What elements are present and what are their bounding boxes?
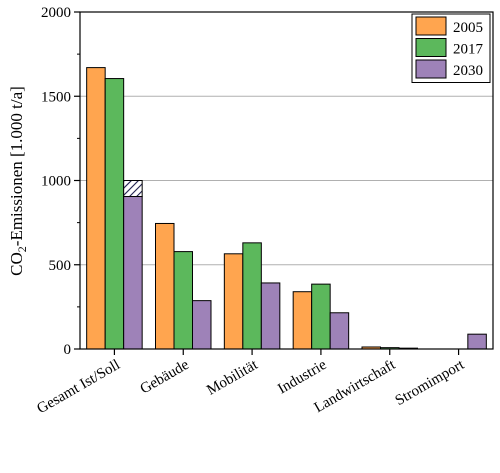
y-axis-ticks: 0 500 1000 1500 2000: [41, 5, 80, 358]
bars: [86, 67, 487, 350]
bar-2030: [192, 300, 212, 350]
bar-2005: [292, 291, 313, 350]
bar-2005: [86, 67, 106, 350]
category-label: Industrie: [275, 357, 329, 398]
y-tick-label: 0: [64, 342, 72, 358]
bar-2017: [173, 251, 193, 350]
x-axis-ticks: Gesamt Ist/Soll Gebäude Mobilität Industrie…: [34, 349, 468, 417]
legend-label-2005: 2005: [453, 20, 483, 36]
bar-2005: [155, 222, 175, 350]
y-axis-title-rest: -Emissionen [1.000 t/a]: [7, 86, 26, 246]
legend-swatch-2017: [415, 38, 447, 57]
y-tick-label: 500: [49, 258, 72, 274]
bar-hatched-extension: [123, 180, 143, 198]
legend-swatch-2030: [415, 59, 447, 79]
bar-2017: [242, 242, 262, 350]
legend-label-2030: 2030: [453, 63, 483, 79]
bar-2017: [311, 283, 331, 350]
bar-2030: [467, 333, 487, 350]
y-tick-label: 1000: [41, 174, 71, 190]
bar-2030: [260, 282, 281, 350]
y-axis-title-main: CO: [7, 252, 26, 276]
category-label: Stromimport: [393, 357, 468, 410]
category-label: Gesamt Ist/Soll: [34, 357, 122, 417]
category-label: Gebäude: [138, 357, 192, 398]
y-tick-label: 2000: [41, 5, 71, 21]
legend-swatch-2005: [415, 16, 447, 36]
grid-lines: [80, 95, 493, 266]
y-tick-label: 1500: [41, 89, 71, 105]
y-axis-title-subscript: 2: [15, 246, 29, 252]
bar-2030: [329, 312, 350, 350]
bar-2005: [223, 253, 244, 350]
legend-label-2017: 2017: [453, 42, 484, 58]
category-label: Mobilität: [204, 357, 261, 399]
bar-2030: [123, 196, 143, 350]
legend: 2005 2017 2030: [411, 13, 491, 83]
bar-2017: [104, 78, 125, 350]
y-axis-title: CO2-Emissionen [1.000 t/a]: [7, 86, 29, 276]
